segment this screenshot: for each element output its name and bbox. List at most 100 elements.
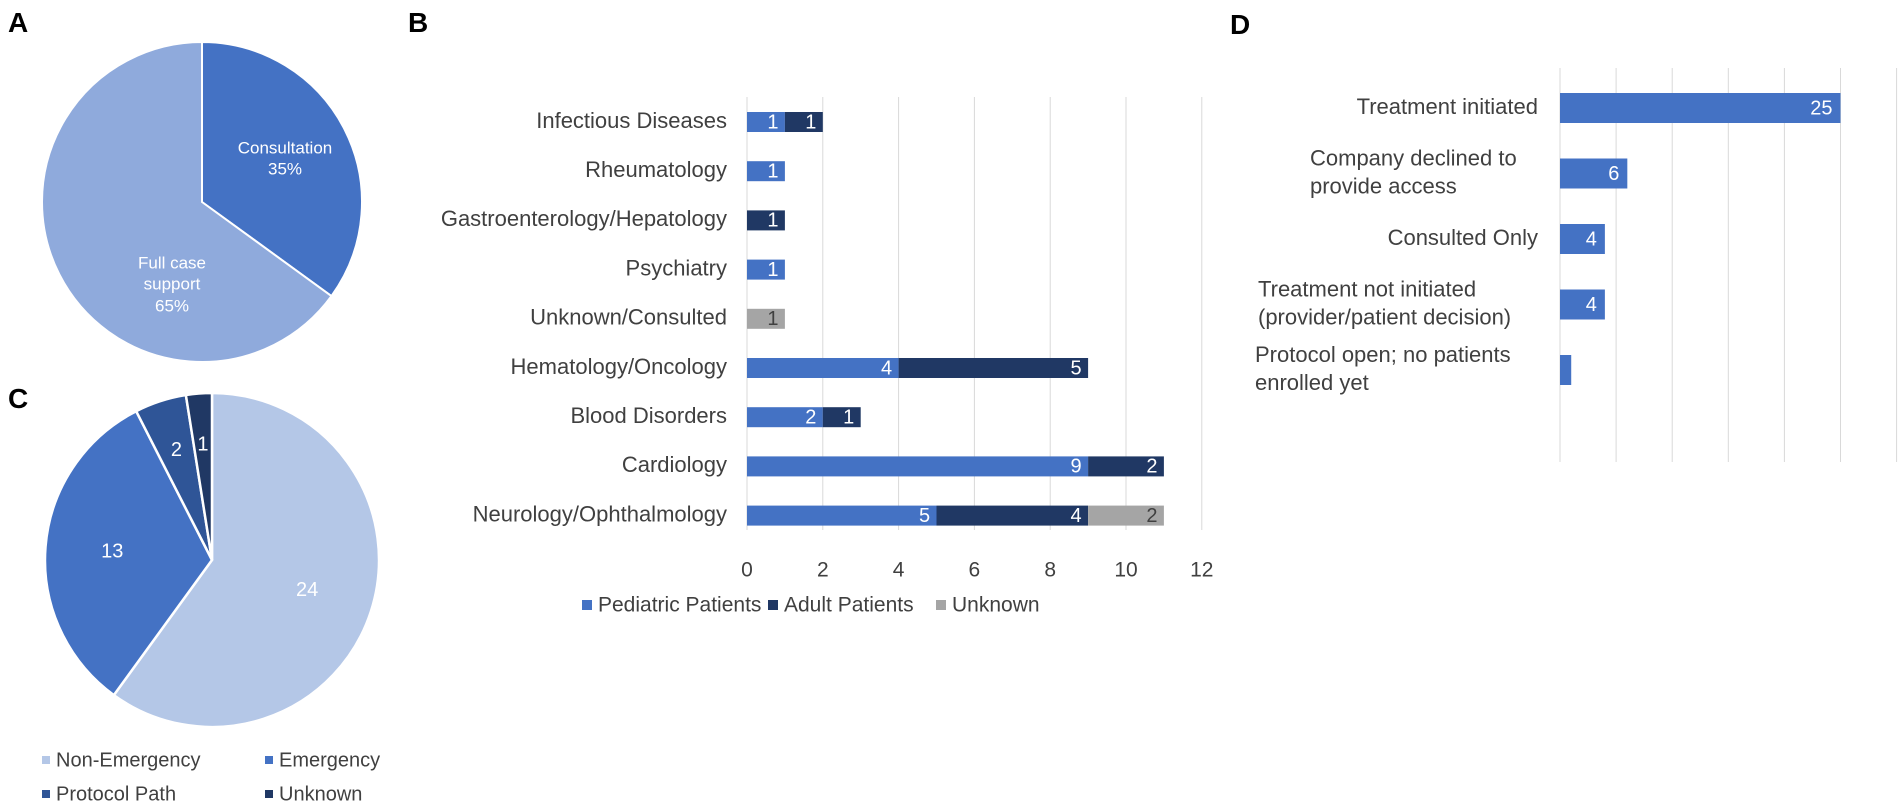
- bar-adult-patients: [822, 407, 861, 428]
- legend-label: Protocol Path: [56, 783, 176, 805]
- x-tick-label: 0: [741, 559, 753, 582]
- bar-pediatric-patients: [747, 259, 785, 280]
- legend-swatch: [768, 600, 778, 610]
- category-label: Rheumatology: [585, 157, 727, 182]
- bar-value-label: 4: [1586, 294, 1597, 316]
- category-label: Hematology/Oncology: [511, 354, 727, 379]
- legend-swatch: [42, 756, 50, 764]
- pie-slice-non-emergency: [112, 391, 381, 729]
- bar-value-label: 1: [767, 259, 778, 281]
- bar-value-label: 1: [843, 406, 854, 428]
- pie-value-label: 13: [101, 540, 123, 562]
- bar-value-label: 5: [1071, 357, 1082, 379]
- pie-percent-full-case: 65%: [155, 296, 189, 315]
- bar-outcome: [1560, 93, 1841, 123]
- bar-adult-patients: [1088, 456, 1164, 477]
- legend-swatch: [265, 756, 273, 764]
- bar-value-label: 6: [1608, 163, 1619, 185]
- category-label: Cardiology: [622, 452, 727, 477]
- panel-label-d: D: [1230, 9, 1250, 40]
- category-label: Psychiatry: [626, 255, 727, 280]
- category-label: (provider/patient decision): [1258, 304, 1511, 329]
- bar-outcome: [1560, 158, 1628, 189]
- legend-label: Pediatric Patients: [598, 594, 761, 617]
- bar-value-label: 25: [1810, 97, 1832, 119]
- pie-slice-consultation: [201, 40, 363, 298]
- bar-outcome: [1560, 289, 1605, 320]
- legend-label: Non-Emergency: [56, 749, 201, 771]
- x-tick-label: 2: [817, 559, 829, 582]
- panel-a-pie-chart: Consultation 35% Full case support 65%: [41, 40, 363, 363]
- x-tick-label: 8: [1044, 559, 1056, 582]
- legend-label: Unknown: [952, 594, 1040, 617]
- pie-value-label: 2: [171, 439, 182, 461]
- panel-d-bar-chart: Treatment initiated 25 Company declined to…: [1255, 68, 1898, 462]
- bar-pediatric-patients: [747, 161, 785, 182]
- bar-pediatric-patients: [747, 112, 785, 132]
- bar-value-label: 4: [1586, 228, 1597, 250]
- bar-value-label: 1: [767, 111, 778, 133]
- bar-pediatric-patients: [747, 358, 899, 378]
- legend-swatch: [265, 790, 273, 798]
- bar-adult-patients: [747, 210, 785, 231]
- x-tick-label: 10: [1114, 559, 1137, 582]
- pie-label-full-case-line2: support: [144, 274, 201, 293]
- legend-label: Unknown: [279, 783, 362, 805]
- category-label: Consulted Only: [1388, 225, 1538, 250]
- bar-value-label: 1: [767, 160, 778, 182]
- pie-label-full-case-line1: Full case: [138, 253, 206, 272]
- bar-adult-patients: [784, 112, 823, 132]
- category-label: Company declined to: [1310, 145, 1517, 170]
- bar-adult-patients: [936, 505, 1089, 526]
- bar-value-label: 4: [1071, 505, 1082, 527]
- legend-label: Adult Patients: [784, 594, 914, 617]
- bar-outcome: [1560, 224, 1605, 254]
- bar-value-label: 2: [805, 406, 816, 428]
- category-label: Infectious Diseases: [536, 108, 727, 133]
- bar-pediatric-patients: [747, 456, 1089, 477]
- category-label: Treatment initiated: [1357, 94, 1538, 119]
- category-label: Protocol open; no patients: [1255, 342, 1511, 367]
- panel-c-pie-chart: 24 13 2 1 Non-Emergency Emergency Protocol Pat…: [42, 391, 381, 805]
- legend-swatch: [42, 790, 50, 798]
- panel-label-b: B: [408, 7, 428, 38]
- legend-swatch: [936, 600, 946, 610]
- bar-value-label: 4: [881, 357, 892, 379]
- panel-label-c: C: [8, 383, 28, 414]
- bar-value-label: 2: [1146, 505, 1157, 527]
- bar-value-label: 1: [805, 111, 816, 133]
- category-label: Blood Disorders: [570, 403, 727, 428]
- bar-value-label: 1: [767, 308, 778, 330]
- pie-slice-unknown: [184, 391, 214, 561]
- x-tick-label: 12: [1190, 559, 1213, 582]
- bar-unknown: [1088, 505, 1164, 526]
- pie-percent-consultation: 35%: [268, 159, 302, 178]
- pie-value-label: 1: [197, 434, 208, 456]
- bar-value-label: 2: [1146, 456, 1157, 478]
- x-tick-label: 4: [893, 559, 905, 582]
- bar-value-label: 5: [919, 505, 930, 527]
- legend-swatch: [582, 600, 592, 610]
- bar-value-label: 1: [767, 210, 778, 232]
- bar-outcome: [1560, 355, 1572, 385]
- pie-slice-full-case-support: [41, 40, 333, 363]
- category-label: Treatment not initiated: [1258, 276, 1476, 301]
- bar-adult-patients: [898, 358, 1089, 378]
- category-label: Gastroenterology/Hepatology: [441, 206, 727, 231]
- legend-label: Emergency: [279, 749, 380, 771]
- pie-label-consultation: Consultation: [238, 138, 333, 157]
- category-label: enrolled yet: [1255, 370, 1369, 395]
- pie-value-label: 24: [296, 579, 318, 601]
- pie-slice-emergency: [43, 409, 214, 697]
- panel-label-a: A: [8, 7, 28, 38]
- bar-unknown: [747, 308, 785, 329]
- category-label: Unknown/Consulted: [530, 305, 727, 330]
- bar-value-label: 9: [1071, 456, 1082, 478]
- bar-pediatric-patients: [747, 407, 823, 428]
- bar-pediatric-patients: [747, 505, 937, 526]
- category-label: provide access: [1310, 173, 1457, 198]
- category-label: Neurology/Ophthalmology: [473, 501, 727, 526]
- x-tick-label: 6: [969, 559, 981, 582]
